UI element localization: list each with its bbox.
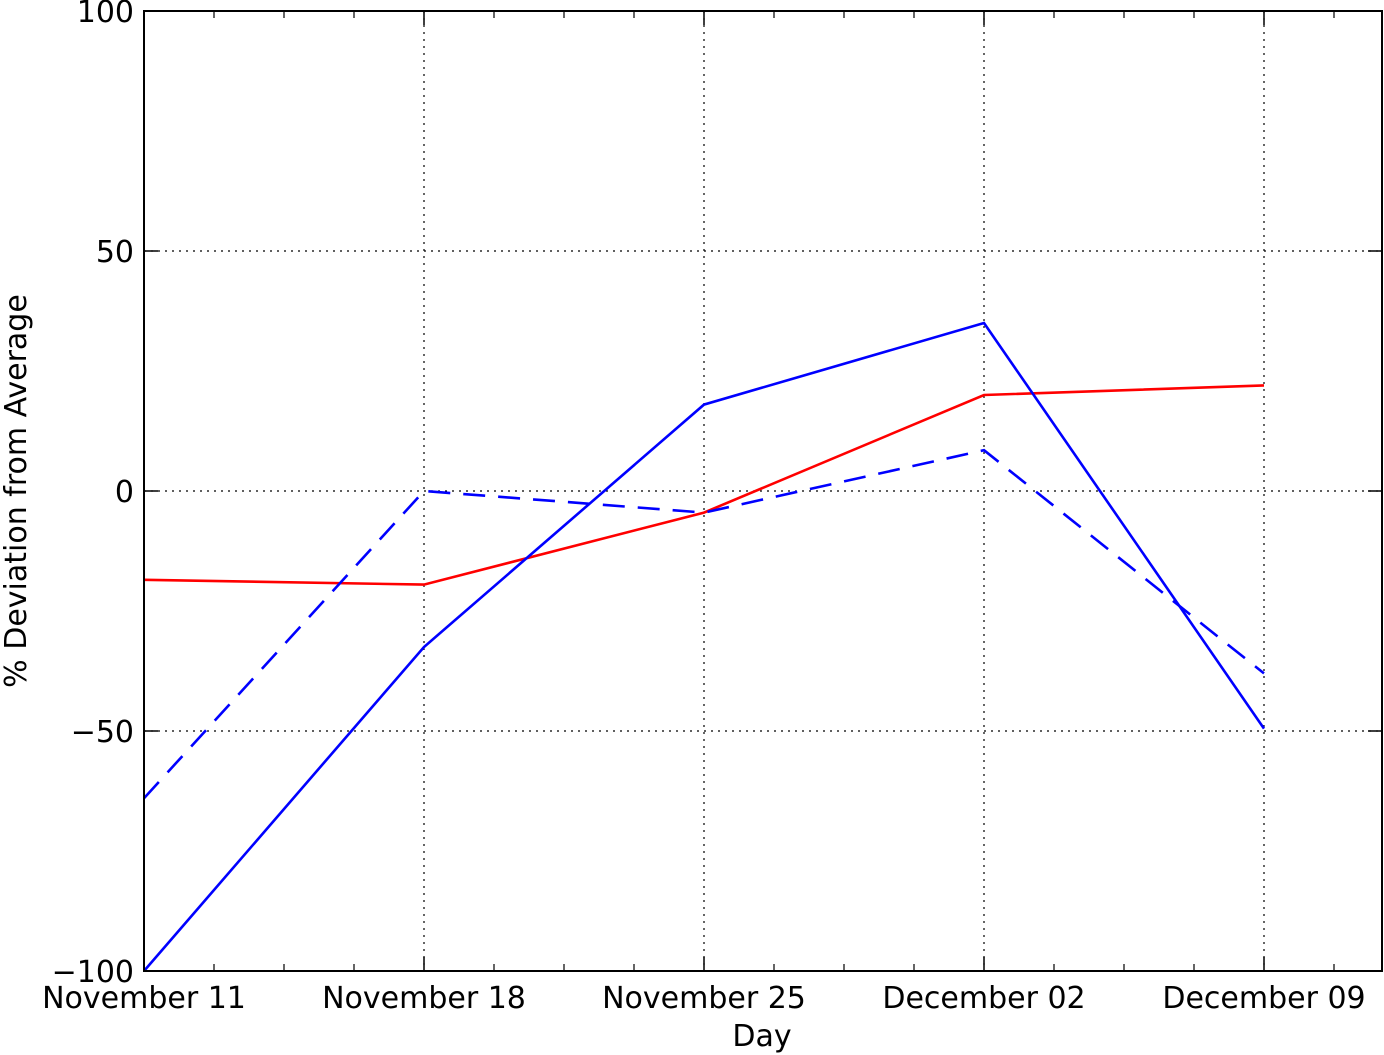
plot-frame — [143, 10, 1383, 972]
tick-layer: November 11 November 18 November 25 Decembe… — [42, 0, 1382, 1016]
x-tick-label: November 11 — [42, 981, 246, 1016]
y-tick-label: −100 — [52, 955, 134, 990]
y-tick-label: 0 — [115, 475, 134, 510]
x-tick-label: December 02 — [882, 981, 1085, 1016]
series-line-3 — [143, 448, 1265, 800]
grid-layer — [144, 11, 1382, 971]
x-tick-label: December 09 — [1162, 981, 1365, 1016]
y-tick-label: 50 — [96, 235, 134, 270]
y-tick-label: −50 — [71, 715, 134, 750]
y-axis-label: % Deviation from Average — [0, 294, 34, 688]
series-line-2 — [143, 321, 1266, 972]
x-tick-label: November 18 — [322, 981, 526, 1016]
x-axis-label: Day — [732, 1019, 791, 1054]
series-layer — [143, 321, 1266, 972]
series-line-1 — [143, 384, 1265, 586]
x-tick-label: November 25 — [602, 981, 806, 1016]
y-tick-label: 100 — [77, 0, 134, 30]
